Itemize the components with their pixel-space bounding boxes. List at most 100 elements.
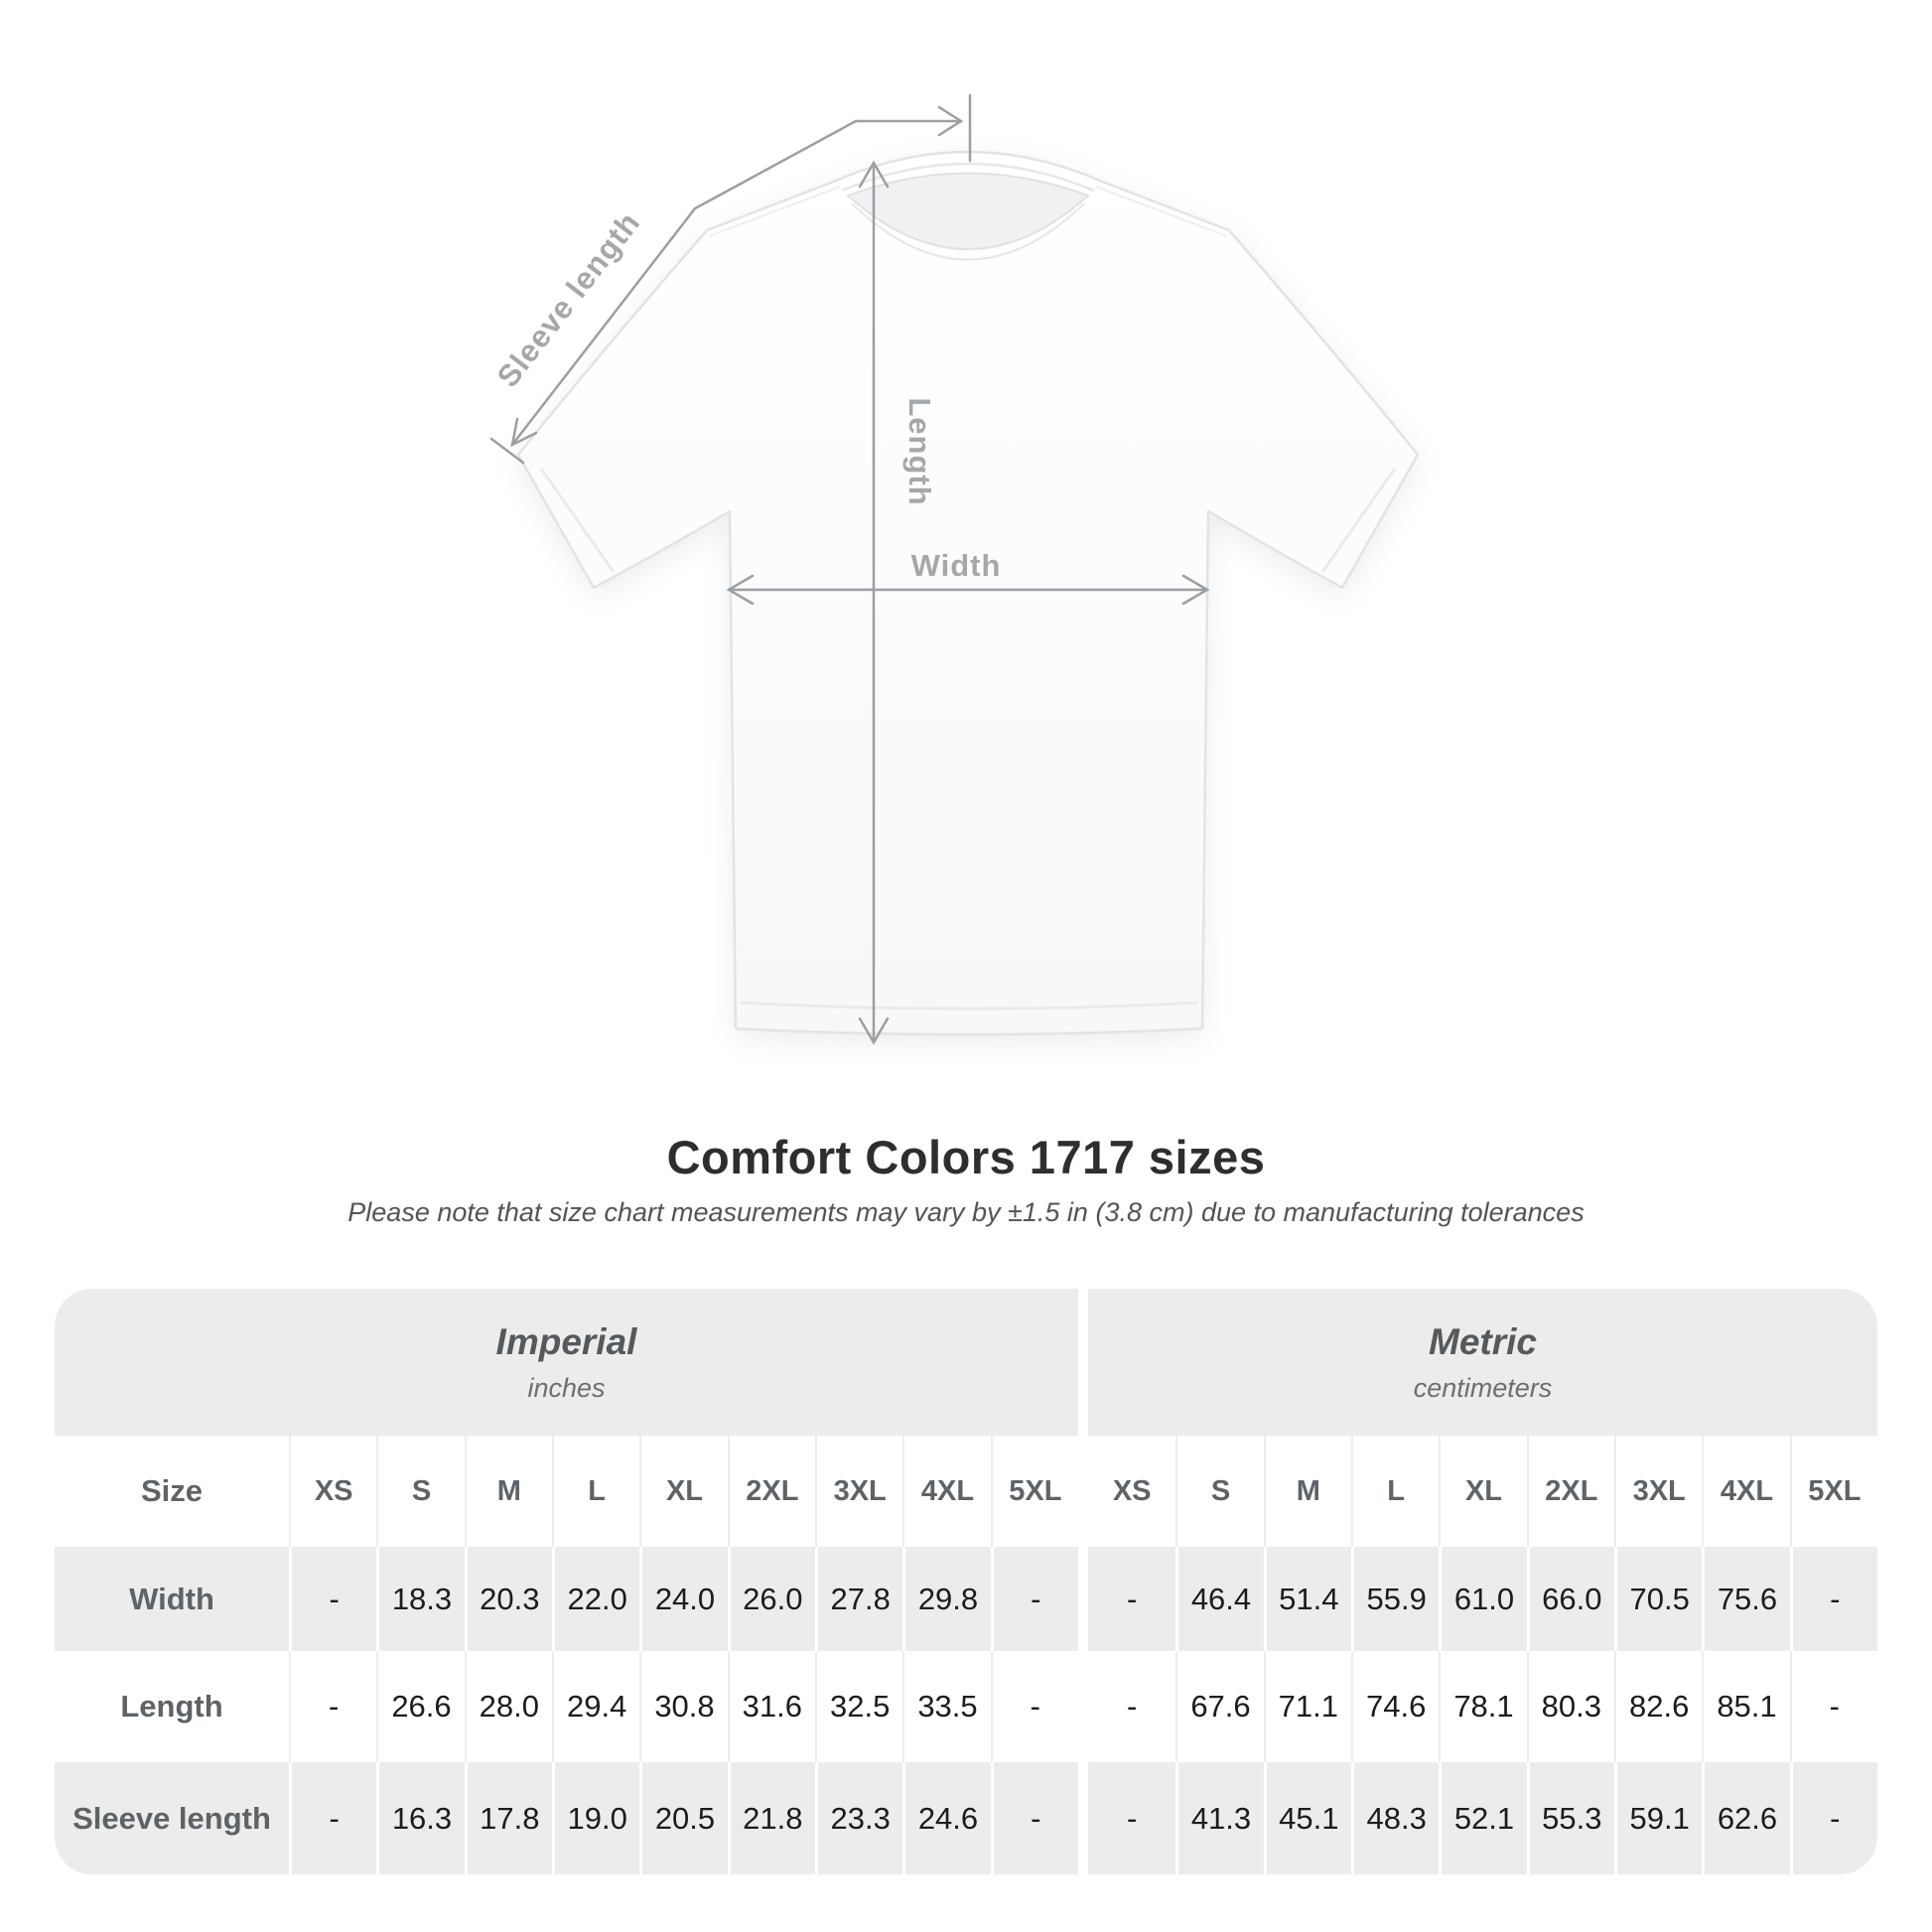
value-cell: 30.8 <box>639 1651 728 1762</box>
value-cell: 26.0 <box>727 1547 815 1651</box>
value-cell: 45.1 <box>1263 1762 1351 1874</box>
value-cell: 29.4 <box>552 1651 640 1762</box>
width-arrow <box>726 574 1210 606</box>
table-row-length: Length - 26.6 28.0 29.4 30.8 31.6 32.5 3… <box>55 1651 1877 1762</box>
size-header-row: Size XS S M L XL 2XL 3XL 4XL 5XL XS S M … <box>55 1436 1877 1547</box>
value-cell: 55.3 <box>1526 1762 1614 1874</box>
value-cell: - <box>1789 1651 1877 1762</box>
value-cell: 85.1 <box>1702 1651 1790 1762</box>
imperial-label: Imperial <box>495 1320 637 1362</box>
group-divider <box>1078 1547 1088 1651</box>
value-cell: 51.4 <box>1263 1547 1351 1651</box>
value-cell: - <box>990 1547 1078 1651</box>
value-cell: 16.3 <box>376 1762 465 1874</box>
value-cell: - <box>990 1762 1078 1874</box>
size-cell: S <box>1175 1436 1264 1547</box>
size-cell: XL <box>1439 1436 1527 1547</box>
value-cell: - <box>1088 1651 1176 1762</box>
value-cell: 29.8 <box>902 1547 991 1651</box>
value-cell: - <box>289 1651 377 1762</box>
value-cell: 24.6 <box>902 1762 991 1874</box>
group-divider <box>1078 1436 1088 1547</box>
value-cell: 19.0 <box>552 1762 640 1874</box>
value-cell: 31.6 <box>727 1651 815 1762</box>
size-column-header: Size <box>55 1436 289 1547</box>
value-cell: 32.5 <box>815 1651 903 1762</box>
size-cell: S <box>376 1436 465 1547</box>
value-cell: 75.6 <box>1702 1547 1790 1651</box>
tshirt-measurement-diagram: Sleeve length Length Width <box>489 93 1420 1045</box>
value-cell: 28.0 <box>464 1651 552 1762</box>
size-cell: XL <box>639 1436 728 1547</box>
table-row-sleeve-length: Sleeve length - 16.3 17.8 19.0 20.5 21.8… <box>55 1762 1877 1874</box>
value-cell: 67.6 <box>1175 1651 1264 1762</box>
size-cell: 3XL <box>815 1436 903 1547</box>
length-arrow <box>858 160 890 1045</box>
size-cell: XS <box>289 1436 377 1547</box>
value-cell: 70.5 <box>1614 1547 1703 1651</box>
value-cell: 21.8 <box>727 1762 815 1874</box>
value-cell: 78.1 <box>1439 1651 1527 1762</box>
size-cell: M <box>464 1436 552 1547</box>
row-label: Sleeve length <box>55 1762 289 1874</box>
value-cell: 62.6 <box>1702 1762 1790 1874</box>
length-label: Length <box>902 397 937 505</box>
value-cell: 80.3 <box>1526 1651 1614 1762</box>
value-cell: - <box>1789 1762 1877 1874</box>
size-cell: 4XL <box>1702 1436 1790 1547</box>
value-cell: 59.1 <box>1614 1762 1703 1874</box>
value-cell: 22.0 <box>552 1547 640 1651</box>
value-cell: - <box>1088 1762 1176 1874</box>
value-cell: 27.8 <box>815 1547 903 1651</box>
size-cell: 4XL <box>902 1436 991 1547</box>
row-label: Width <box>55 1547 289 1651</box>
sleeve-length-arrow <box>489 93 972 465</box>
size-cell: M <box>1263 1436 1351 1547</box>
value-cell: - <box>1088 1547 1176 1651</box>
size-cell: 3XL <box>1614 1436 1703 1547</box>
row-label: Length <box>55 1651 289 1762</box>
value-cell: 48.3 <box>1351 1762 1440 1874</box>
value-cell: 74.6 <box>1351 1651 1440 1762</box>
value-cell: - <box>289 1547 377 1651</box>
value-cell: - <box>1789 1547 1877 1651</box>
value-cell: 20.5 <box>639 1762 728 1874</box>
tolerance-note: Please note that size chart measurements… <box>347 1197 1585 1227</box>
size-cell: L <box>552 1436 640 1547</box>
size-cell: XS <box>1088 1436 1176 1547</box>
metric-group-header: Metric centimeters <box>1088 1289 1877 1436</box>
value-cell: 33.5 <box>902 1651 991 1762</box>
width-label: Width <box>911 548 1002 583</box>
size-cell: L <box>1351 1436 1440 1547</box>
imperial-group-header: Imperial inches <box>55 1289 1078 1436</box>
size-cell: 5XL <box>1789 1436 1877 1547</box>
value-cell: 26.6 <box>376 1651 465 1762</box>
group-divider <box>1078 1289 1088 1436</box>
value-cell: 24.0 <box>639 1547 728 1651</box>
value-cell: 82.6 <box>1614 1651 1703 1762</box>
tshirt-image <box>516 150 1420 1036</box>
value-cell: 23.3 <box>815 1762 903 1874</box>
value-cell: 46.4 <box>1175 1547 1264 1651</box>
page-title: Comfort Colors 1717 sizes <box>666 1131 1266 1183</box>
value-cell: 41.3 <box>1175 1762 1264 1874</box>
metric-label: Metric <box>1429 1320 1537 1362</box>
value-cell: 55.9 <box>1351 1547 1440 1651</box>
group-divider <box>1078 1762 1088 1874</box>
size-cell: 2XL <box>1526 1436 1614 1547</box>
size-cell: 5XL <box>990 1436 1078 1547</box>
group-divider <box>1078 1651 1088 1762</box>
value-cell: 17.8 <box>464 1762 552 1874</box>
value-cell: 61.0 <box>1439 1547 1527 1651</box>
value-cell: - <box>289 1762 377 1874</box>
value-cell: 71.1 <box>1263 1651 1351 1762</box>
table-row-width: Width - 18.3 20.3 22.0 24.0 26.0 27.8 29… <box>55 1547 1877 1651</box>
value-cell: 18.3 <box>376 1547 465 1651</box>
value-cell: 66.0 <box>1526 1547 1614 1651</box>
size-cell: 2XL <box>727 1436 815 1547</box>
value-cell: - <box>990 1651 1078 1762</box>
imperial-unit: inches <box>527 1372 606 1403</box>
value-cell: 20.3 <box>464 1547 552 1651</box>
unit-group-row: Imperial inches Metric centimeters <box>55 1289 1877 1436</box>
